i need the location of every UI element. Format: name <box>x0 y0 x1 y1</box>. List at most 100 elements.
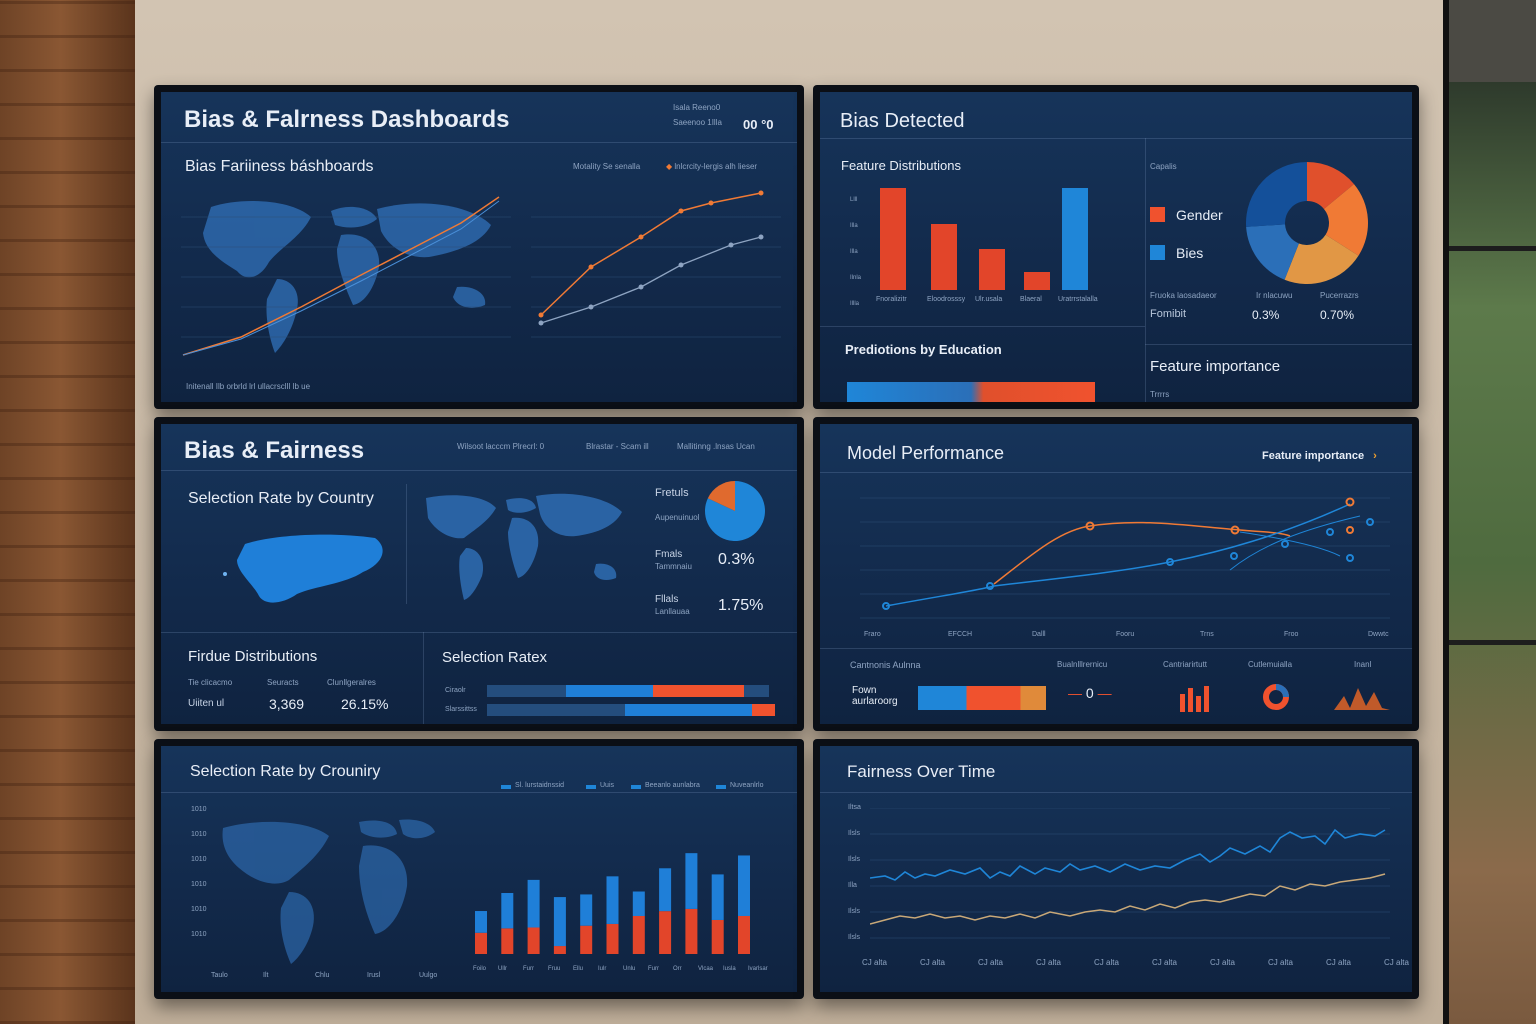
legend-gender: Gender <box>1176 207 1223 223</box>
feature-bar-0 <box>880 188 906 290</box>
kpi-mini-donut <box>1263 684 1289 710</box>
selection-donut-chart <box>705 481 765 541</box>
stat-value-a: 0.3% <box>1252 308 1280 322</box>
feature-bar-2 <box>979 249 1005 290</box>
screen-6: Fairness Over Time Iltsa Ilsls Ilsls Illa Il… <box>820 746 1412 992</box>
stat-1-sub: Aupenuinuol <box>655 513 700 522</box>
bar-orange-6 <box>632 915 645 954</box>
stat-3-value: 1.75% <box>718 597 764 614</box>
feature-distributions-title: Feature Distributions <box>841 158 961 173</box>
pie-slice-1 <box>707 481 735 511</box>
feature-y-tick-2: Illa <box>850 249 858 255</box>
bar-blue-10 <box>738 855 750 916</box>
bar-orange-1 <box>501 928 514 954</box>
kpi-value-text: 0 <box>1085 685 1094 701</box>
monitor-bias-fairness: Bias & Fairness Wilsoot lacccm Plrecrl: … <box>154 417 804 731</box>
bar-x-tick-0: Foilo <box>473 966 487 972</box>
x-tick-6: Dwwtc <box>1368 631 1389 638</box>
monitor-selection-rate: Selection Rate by Crouniry Sl. lurstaidn… <box>154 739 804 999</box>
screen-4: Model Performance Feature importance › <box>820 424 1412 724</box>
chart-footer: Initenall Ilb orbrld lrl ullacrsclIl lb … <box>186 382 311 391</box>
bar-x-tick-4: Ellu <box>573 966 584 972</box>
stat-label-1: Fruoka laosadaeor <box>1150 291 1217 300</box>
performance-line-chart <box>860 497 1390 619</box>
sr-row-label-1: Slarssittss <box>445 706 477 713</box>
bar-blue-1 <box>501 893 514 929</box>
y-tick-1: Ilsls <box>848 830 861 837</box>
x-tick-3: Irusl <box>367 972 381 979</box>
brick-wall <box>0 0 135 1024</box>
feature-y-tick-0: Llll <box>850 197 858 203</box>
bar-x-tick-6: Unlu <box>623 966 636 972</box>
sr-orange-bar-1 <box>752 704 775 716</box>
kpi-value: — 0 — <box>1068 685 1112 701</box>
bar-x-tick-9: Vlcaa <box>698 966 714 972</box>
bar-blue-7 <box>659 868 672 912</box>
bar-x-tick-5: Iulr <box>598 966 607 972</box>
feature-y-tick-4: Illla <box>850 301 860 307</box>
bar-x-tick-3: Fruu <box>548 966 561 972</box>
bar-x-tick-8: Orr <box>673 966 682 972</box>
bar-orange-9 <box>711 919 724 954</box>
legend-swatch-2 <box>631 785 641 789</box>
panel-title: Bias & Fairness <box>184 437 365 464</box>
stat-name: Fomibit <box>1150 308 1187 320</box>
selection-rate-map <box>223 534 383 603</box>
x-tick-5: CJ alta <box>1152 958 1177 967</box>
pie-title: Capalis <box>1150 162 1177 171</box>
legend-swatch-3 <box>716 785 726 789</box>
y-tick-2: 1010 <box>191 856 207 863</box>
kpi-mini-area <box>1334 688 1390 710</box>
bar-blue-5 <box>606 876 619 924</box>
bias-pie-chart <box>1246 162 1368 284</box>
bar-blue-3 <box>553 897 566 947</box>
feature-importance-link[interactable]: Feature importance › <box>1262 450 1377 462</box>
screen-2: Bias Detected Feature Distributions Fnor… <box>820 92 1412 402</box>
screen-3: Bias & Fairness Wilsoot lacccm Plrecrl: … <box>161 424 797 724</box>
feature-bar-label-0: Fnoralizitr <box>876 296 907 303</box>
bar-orange-8 <box>685 908 698 954</box>
stat-value-b: 0.70% <box>1320 308 1355 322</box>
bar-blue-9 <box>711 874 724 920</box>
x-tick-0: Fraro <box>864 631 881 638</box>
panel-title: Bias Detected <box>840 110 965 132</box>
legend-bias: Bies <box>1176 245 1204 261</box>
meta-b: Blrastar - Scam ill <box>586 442 649 451</box>
y-tick-4: 1010 <box>191 906 207 913</box>
x-tick-0: Taulo <box>211 972 228 979</box>
y-tick-3: 1010 <box>191 881 207 888</box>
meta-c: Mallitinng .lnsas Ucan <box>677 442 755 451</box>
x-tick-8: CJ alta <box>1326 958 1351 967</box>
x-tick-2: Chlu <box>315 972 330 979</box>
predictions-title: Prediotions by Education <box>845 342 1002 357</box>
x-tick-9: CJ alta <box>1384 958 1409 967</box>
legend-item-1: Uuis <box>600 782 615 789</box>
stat-2-value: 0.3% <box>718 551 755 568</box>
dist-value-b: 26.15% <box>341 696 389 712</box>
x-tick-0: CJ alta <box>862 958 887 967</box>
section-subtitle: Bias Fariiness báshboards <box>185 158 374 175</box>
bar-blue-0 <box>475 911 487 933</box>
legend-item-0: Sl. lurstaidnssid <box>515 782 565 789</box>
fairness-line-chart <box>870 808 1390 939</box>
bar-blue-6 <box>632 891 645 916</box>
y-tick-1: 1010 <box>191 831 207 838</box>
kpi-label-5: Inanl <box>1354 660 1372 669</box>
legend-swatch-gender <box>1150 207 1165 222</box>
selection-rate-title: Selection Rate by Country <box>188 490 374 507</box>
legend-swatch-1 <box>586 785 596 789</box>
x-tick-6: CJ alta <box>1210 958 1235 967</box>
feature-importance-label: Trrrrs <box>1150 390 1170 399</box>
stat-2-sub: Tammnaiu <box>655 562 692 571</box>
kpi-label-4: Cutlemuialla <box>1248 660 1293 669</box>
feature-y-tick-3: Ilnla <box>850 275 862 281</box>
legend-item-3: Nuveanlrlo <box>730 782 764 789</box>
kpi-bar <box>918 686 1046 710</box>
legend-a: Motality Se senalla <box>573 162 641 171</box>
legend-swatch-0 <box>501 785 511 789</box>
bar-blue-4 <box>580 894 593 926</box>
kpi-mini-bars <box>1180 686 1209 712</box>
x-tick-1: Ilt <box>263 972 269 979</box>
bar-orange-10 <box>738 915 750 954</box>
stat-2-label: Fmals <box>655 549 683 560</box>
